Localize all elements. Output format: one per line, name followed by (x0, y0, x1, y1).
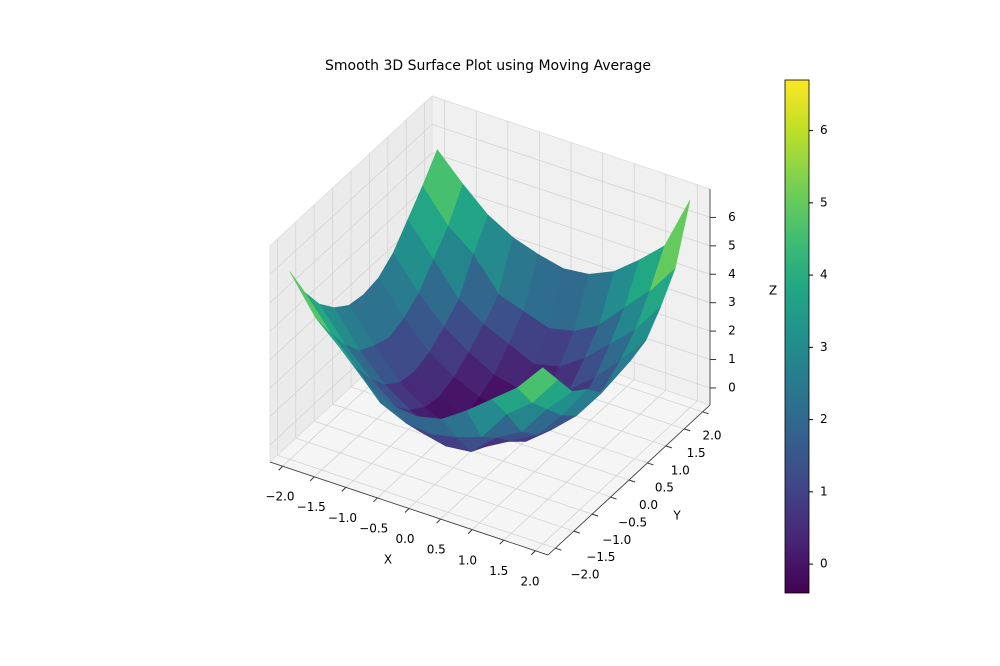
colorbar-tick-label: 3 (820, 340, 828, 354)
colorbar-tick-label: 4 (820, 268, 828, 282)
grid-line (277, 454, 556, 549)
z-axis-label: Z (769, 284, 777, 298)
axis-line (269, 461, 549, 556)
x-tick-label: 2.0 (520, 575, 539, 589)
x-tick-label: 1.0 (458, 553, 477, 567)
x-tick-label: −0.5 (359, 521, 388, 535)
x-tick (499, 539, 505, 545)
colorbar-tick-label: 5 (820, 195, 828, 209)
colorbar-tick-label: 6 (820, 123, 828, 137)
y-tick-label: 1.5 (687, 446, 706, 460)
x-tick (436, 518, 441, 524)
y-tick (592, 513, 599, 517)
surface-patch (649, 199, 691, 291)
x-tick (404, 508, 410, 513)
z-tick-label: 3 (728, 295, 736, 309)
x-tick-label: 0.0 (395, 532, 414, 546)
y-tick (610, 496, 617, 500)
x-tick (309, 476, 315, 482)
grid-line (295, 437, 574, 532)
z-tick-label: 6 (728, 210, 736, 224)
y-tick (702, 411, 709, 415)
y-tick-label: 0.5 (655, 481, 674, 495)
grid-line (269, 152, 433, 304)
z-tick-label: 2 (728, 324, 736, 338)
grid-line (431, 124, 711, 218)
y-axis-label: Y (672, 509, 681, 523)
z-tick-label: 4 (728, 267, 736, 281)
x-tick (467, 529, 473, 534)
y-tick (555, 547, 562, 551)
grid-line (431, 152, 711, 247)
grid-line (269, 124, 433, 275)
y-tick-label: 1.0 (671, 463, 690, 477)
y-tick (573, 530, 580, 534)
colorbar (784, 79, 810, 594)
grid-line (314, 420, 593, 515)
y-tick-label: 2.0 (702, 429, 721, 443)
chart-title: Smooth 3D Surface Plot using Moving Aver… (325, 58, 651, 74)
axis-line (547, 404, 711, 556)
y-tick-label: −0.5 (618, 515, 647, 529)
y-tick (684, 428, 691, 432)
y-tick-label: −1.5 (586, 550, 615, 564)
surface-patch (289, 271, 331, 333)
x-tick-label: 1.5 (489, 564, 508, 578)
x-tick-label: −1.0 (328, 511, 357, 525)
y-tick-label: −1.0 (602, 533, 631, 547)
x-tick-label: 0.5 (427, 543, 446, 557)
y-tick (665, 445, 672, 449)
y-tick (628, 479, 636, 483)
z-tick-label: 1 (728, 352, 736, 366)
colorbar-tick-label: 0 (820, 557, 828, 571)
y-tick (647, 462, 654, 466)
x-tick-label: −2.0 (265, 490, 294, 504)
x-tick (341, 487, 347, 492)
surface-patch (517, 367, 558, 403)
x-tick (278, 465, 283, 471)
grid-line (269, 180, 433, 332)
x-tick (531, 550, 536, 556)
x-tick (373, 497, 378, 503)
colorbar-tick-label: 2 (820, 412, 828, 426)
z-tick-label: 0 (728, 380, 736, 394)
colorbar-tick-label: 1 (820, 484, 828, 498)
x-tick-label: −1.5 (297, 500, 326, 514)
z-tick-label: 5 (728, 238, 736, 252)
x-axis-label: X (384, 553, 392, 567)
y-tick-label: −2.0 (570, 568, 599, 582)
y-tick-label: 0.0 (639, 498, 658, 512)
